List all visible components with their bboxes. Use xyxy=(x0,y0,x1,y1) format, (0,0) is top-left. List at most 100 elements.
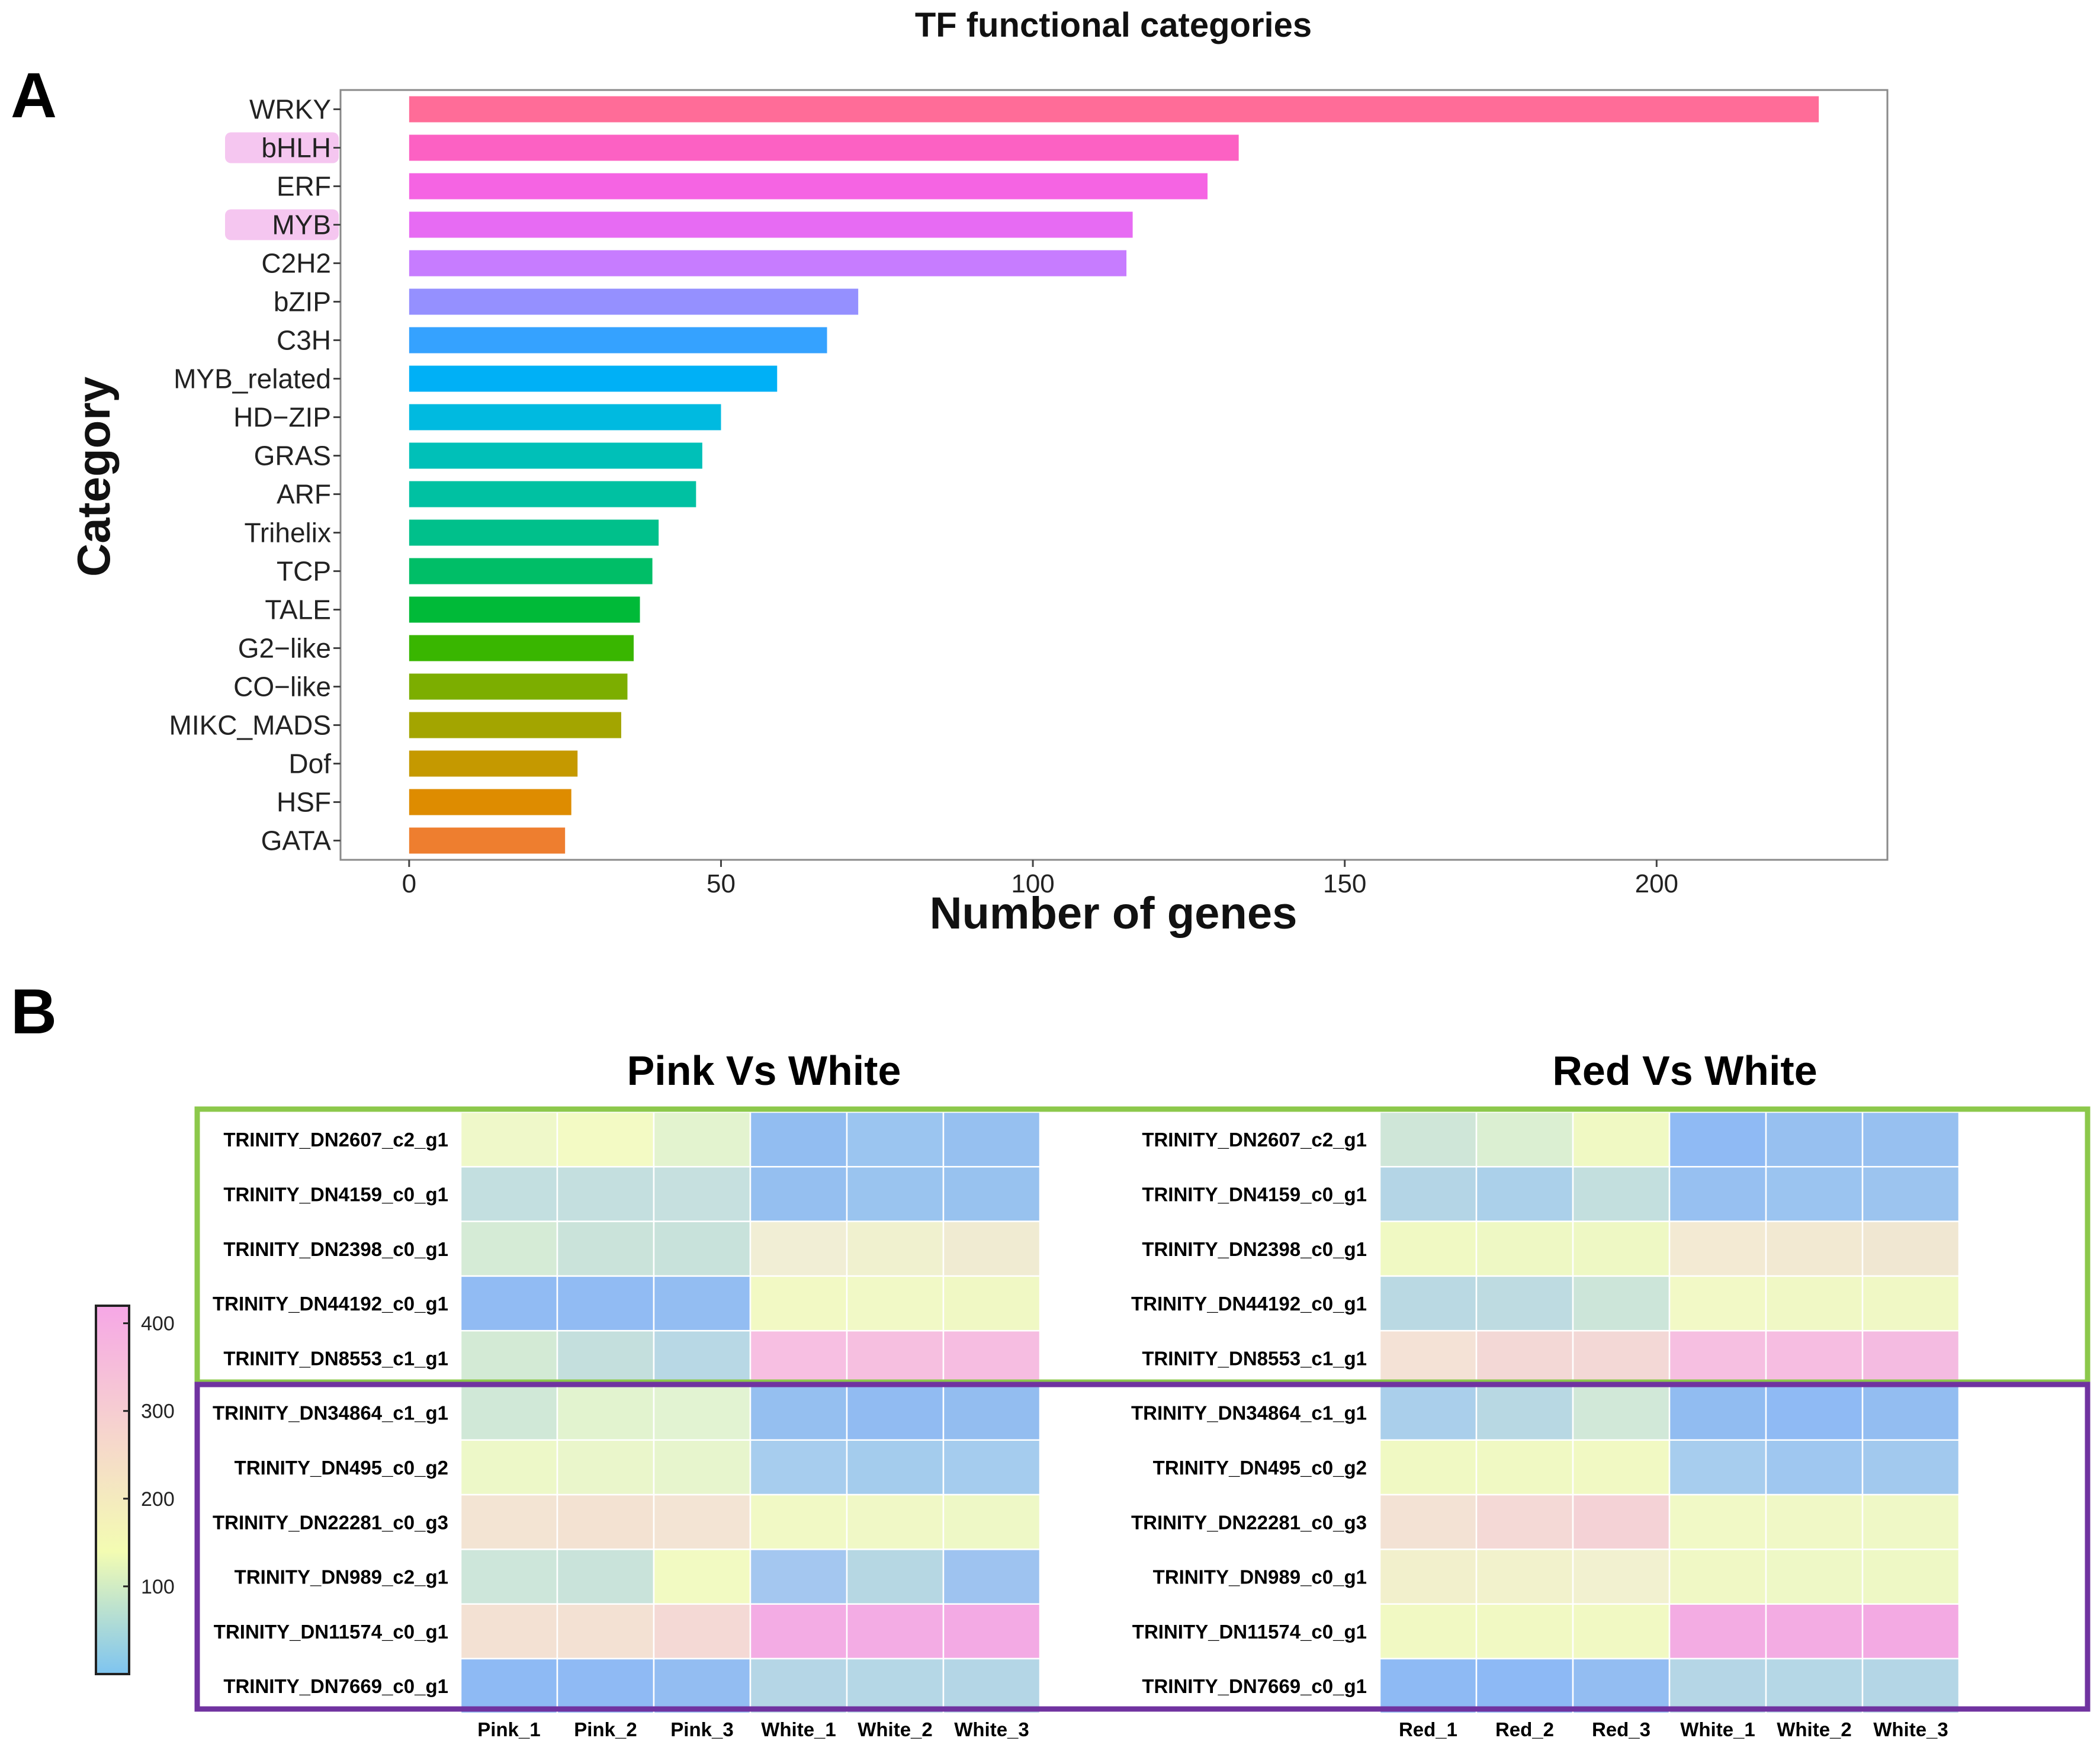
heatmap-cell xyxy=(1765,1111,1864,1168)
heatmap-cell xyxy=(1668,1166,1767,1222)
row-label: TRINITY_DN495_c0_g2 xyxy=(235,1457,448,1479)
heatmap-cell xyxy=(846,1439,945,1496)
heatmap-cell xyxy=(1765,1166,1864,1222)
category-label-trihelix: Trihelix xyxy=(244,518,331,548)
category-label-g2-like: G2−like xyxy=(238,633,331,664)
category-label-c2h2: C2H2 xyxy=(261,248,331,279)
heatmap-cell xyxy=(1379,1439,1478,1496)
category-label-c3h: C3H xyxy=(277,325,331,356)
bar-gras xyxy=(409,442,702,469)
heatmap-cell xyxy=(749,1384,848,1441)
column-label: White_3 xyxy=(954,1718,1029,1740)
row-label: TRINITY_DN8553_c1_g1 xyxy=(223,1347,448,1369)
heatmap-cell xyxy=(653,1603,752,1660)
category-label-tcp: TCP xyxy=(277,556,331,587)
column-label: White_1 xyxy=(1680,1718,1755,1740)
heatmap-cell xyxy=(556,1603,655,1660)
heatmap-cell xyxy=(653,1657,752,1714)
heatmap-cell xyxy=(460,1603,558,1660)
heatmap-cell xyxy=(846,1384,945,1441)
bar-hd-zip xyxy=(409,404,721,431)
column-label: White_3 xyxy=(1873,1718,1948,1740)
heatmap-cell xyxy=(1379,1220,1478,1277)
category-label-gras: GRAS xyxy=(254,441,331,471)
column-label: Pink_1 xyxy=(477,1718,540,1740)
category-label-dof: Dof xyxy=(288,748,331,779)
heatmap-title: Pink Vs White xyxy=(627,1048,901,1094)
column-label: Red_3 xyxy=(1592,1718,1651,1740)
x-tick-label: 50 xyxy=(707,869,736,898)
row-label: TRINITY_DN11574_c0_g1 xyxy=(1132,1621,1367,1643)
colorbar-tick-label: 400 xyxy=(141,1313,175,1335)
heatmap-cell xyxy=(1379,1166,1478,1222)
heatmap-cell xyxy=(460,1439,558,1496)
heatmap-cell xyxy=(846,1111,945,1168)
bars xyxy=(409,96,1819,854)
row-label: TRINITY_DN34864_c1_g1 xyxy=(1131,1402,1367,1424)
bar-bhlh xyxy=(409,134,1239,161)
heatmap-cell xyxy=(653,1493,752,1550)
heatmap-cell xyxy=(1572,1166,1671,1222)
heatmap-cell xyxy=(942,1603,1041,1660)
heatmap-cell xyxy=(1475,1493,1574,1550)
heatmap-cell xyxy=(653,1275,752,1332)
row-label: TRINITY_DN44192_c0_g1 xyxy=(213,1293,448,1315)
heatmap-cell xyxy=(1861,1439,1960,1496)
category-label-bzip: bZIP xyxy=(274,287,331,317)
heatmap-cell xyxy=(749,1603,848,1660)
heatmap-cell xyxy=(1668,1493,1767,1550)
heatmap-cell xyxy=(1765,1275,1864,1332)
row-label: TRINITY_DN11574_c0_g1 xyxy=(214,1621,448,1643)
heatmap-cell xyxy=(942,1166,1041,1222)
heatmap-cell xyxy=(942,1439,1041,1496)
category-label-wrky: WRKY xyxy=(249,94,331,125)
row-label: TRINITY_DN44192_c0_g1 xyxy=(1131,1293,1367,1315)
category-label-myb-related: MYB_related xyxy=(174,364,331,394)
column-label: White_1 xyxy=(761,1718,836,1740)
heatmap-cell xyxy=(1765,1329,1864,1386)
group-box-lower xyxy=(194,1382,2091,1712)
heatmap-cell xyxy=(1861,1329,1960,1386)
bar-erf xyxy=(409,173,1208,200)
colorbar-tick-label: 300 xyxy=(141,1400,175,1423)
heatmap-cell xyxy=(1475,1384,1574,1441)
category-label-erf: ERF xyxy=(277,171,331,202)
heatmap-cell xyxy=(1668,1220,1767,1277)
heatmap-cell xyxy=(1475,1603,1574,1660)
heatmap-cell xyxy=(1861,1111,1960,1168)
heatmap-cell xyxy=(942,1111,1041,1168)
heatmap-cell xyxy=(1861,1384,1960,1441)
heatmap-title: Red Vs White xyxy=(1552,1048,1817,1094)
heatmap-cell xyxy=(942,1275,1041,1332)
heatmap-cell xyxy=(749,1111,848,1168)
bar-mikc-mads xyxy=(409,712,621,738)
heatmap-panels: Pink Vs White TRINITY_DN2607_c2_g1 TRINITY… xyxy=(194,1048,2091,1740)
column-label: Pink_3 xyxy=(670,1718,733,1740)
heatmap-cell xyxy=(1572,1111,1671,1168)
highlight-myb xyxy=(225,209,339,240)
heatmap-cell xyxy=(846,1166,945,1222)
category-label-arf: ARF xyxy=(277,479,331,510)
heatmap-cell xyxy=(749,1275,848,1332)
heatmap-cell xyxy=(653,1220,752,1277)
heatmap-cell xyxy=(556,1439,655,1496)
x-tick-label: 0 xyxy=(402,869,416,898)
heatmap-cell xyxy=(1379,1111,1478,1168)
category-labels: WRKY bHLH ERF MYB C2H2 bZIP C3H MYB_related HD−Z… xyxy=(169,94,341,856)
highlight-bhlh xyxy=(225,132,339,163)
heatmap-cell xyxy=(1379,1275,1478,1332)
heatmap-cell xyxy=(1475,1275,1574,1332)
heatmap-cell xyxy=(1861,1549,1960,1605)
row-label: TRINITY_DN7669_c0_g1 xyxy=(1142,1675,1367,1697)
row-label: TRINITY_DN22281_c0_g3 xyxy=(213,1511,448,1533)
row-label: TRINITY_DN8553_c1_g1 xyxy=(1142,1347,1367,1369)
category-label-tale: TALE xyxy=(265,595,331,625)
heatmap-cell xyxy=(1861,1275,1960,1332)
column-label: White_2 xyxy=(858,1718,933,1740)
heatmap-cell xyxy=(1668,1329,1767,1386)
heatmap-cell xyxy=(1668,1111,1767,1168)
heatmap-cell xyxy=(1572,1549,1671,1605)
heatmap-cell xyxy=(942,1657,1041,1714)
heatmap-cell xyxy=(1379,1493,1478,1550)
heatmap-cell xyxy=(1668,1549,1767,1605)
